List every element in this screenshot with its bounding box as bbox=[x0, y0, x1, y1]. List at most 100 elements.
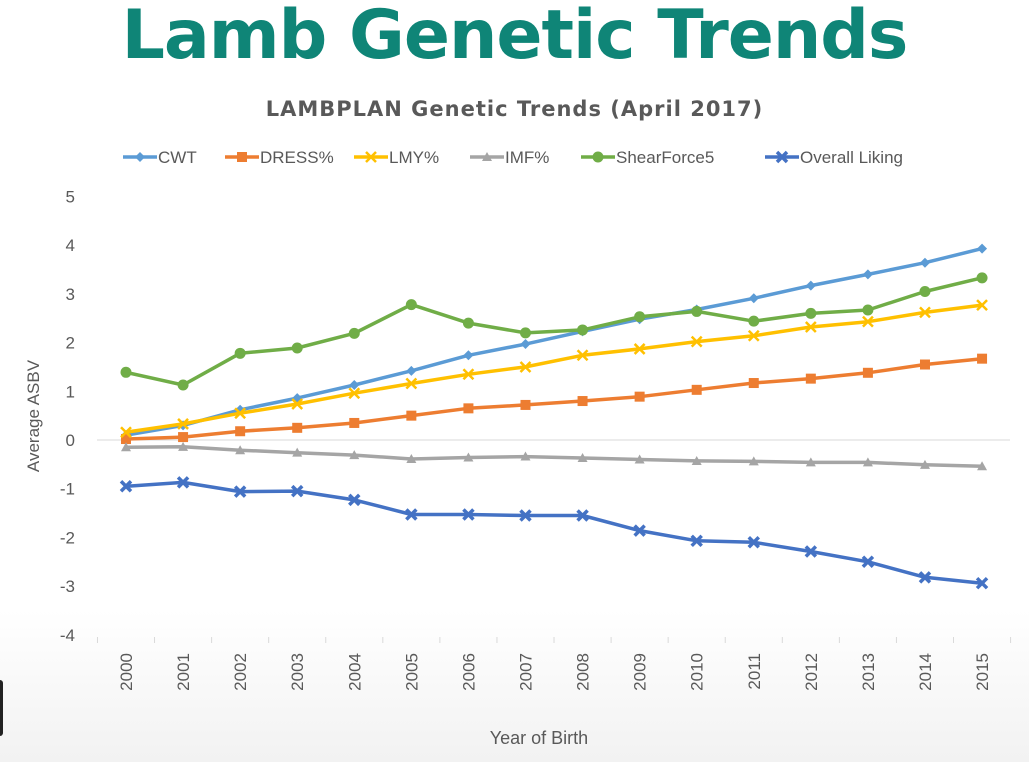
data-point bbox=[691, 455, 702, 465]
data-point bbox=[862, 315, 874, 328]
data-point bbox=[691, 384, 702, 395]
data-point bbox=[349, 450, 360, 460]
legend-label: CWT bbox=[158, 148, 197, 167]
legend-marker bbox=[775, 150, 789, 164]
series-line bbox=[125, 445, 983, 469]
x-tick-label: 2010 bbox=[688, 653, 707, 691]
data-point bbox=[634, 311, 646, 323]
data-point bbox=[405, 508, 418, 521]
series-imf- bbox=[121, 441, 988, 471]
data-point bbox=[748, 293, 759, 304]
data-point bbox=[747, 536, 761, 549]
data-point bbox=[349, 379, 360, 390]
legend-marker bbox=[365, 151, 377, 163]
x-tick-label: 2005 bbox=[402, 653, 421, 691]
data-point bbox=[691, 305, 703, 317]
series-line bbox=[125, 303, 983, 434]
data-point bbox=[176, 476, 190, 489]
legend-label: Overall Liking bbox=[800, 148, 903, 167]
data-point bbox=[463, 452, 474, 462]
data-point bbox=[747, 329, 760, 342]
x-tick-label: 2003 bbox=[288, 653, 307, 691]
data-point bbox=[977, 461, 988, 471]
data-point bbox=[348, 387, 361, 400]
legend-item: Overall Liking bbox=[765, 148, 903, 167]
data-point bbox=[292, 447, 303, 457]
legend-marker bbox=[482, 152, 492, 161]
chart-legend: CWT DRESS% LMY% IMF% ShearForce5 Overall Liki… bbox=[123, 148, 903, 167]
data-point bbox=[520, 399, 531, 410]
data-point bbox=[406, 410, 417, 421]
chart-axes: -4 -3 -2 -1 0 1 2 3 4 5 2000 2001 2002 2003 2004 2005 20… bbox=[60, 188, 1012, 691]
x-tick-label: 2002 bbox=[231, 653, 250, 691]
series-line bbox=[125, 480, 983, 585]
legend-item: IMF% bbox=[470, 148, 549, 167]
data-point bbox=[804, 545, 818, 558]
data-point bbox=[633, 524, 646, 537]
y-tick-label: 5 bbox=[66, 188, 75, 207]
data-point bbox=[976, 299, 988, 311]
data-point bbox=[520, 451, 531, 461]
data-point bbox=[862, 269, 873, 280]
data-point bbox=[405, 299, 417, 311]
x-tick-label: 2000 bbox=[117, 653, 136, 691]
data-point bbox=[577, 453, 588, 463]
data-point bbox=[748, 378, 759, 389]
y-tick-label: -3 bbox=[60, 577, 75, 596]
data-point bbox=[348, 327, 360, 339]
y-tick-label: 0 bbox=[66, 431, 75, 450]
data-point bbox=[976, 272, 988, 284]
legend-marker bbox=[592, 151, 604, 163]
plot-area bbox=[119, 243, 989, 590]
data-point bbox=[634, 454, 645, 464]
data-point bbox=[519, 327, 531, 339]
data-point bbox=[121, 434, 131, 445]
data-point bbox=[977, 243, 988, 254]
data-point bbox=[406, 453, 417, 463]
data-point bbox=[748, 315, 760, 327]
slide-title: Lamb Genetic Trends bbox=[121, 0, 909, 75]
y-axis-label: Average ASBV bbox=[24, 359, 43, 472]
data-point bbox=[177, 379, 189, 391]
window-edge-tab bbox=[0, 680, 3, 736]
data-point bbox=[805, 457, 816, 467]
x-tick-label: 2006 bbox=[459, 653, 478, 691]
y-tick-label: 2 bbox=[66, 334, 75, 353]
legend-item: ShearForce5 bbox=[581, 148, 714, 167]
data-point bbox=[292, 422, 303, 433]
data-point bbox=[406, 365, 417, 376]
series-lmy- bbox=[120, 299, 988, 439]
data-point bbox=[748, 456, 759, 466]
data-point bbox=[861, 555, 875, 568]
legend-label: ShearForce5 bbox=[616, 148, 714, 167]
x-tick-label: 2011 bbox=[745, 653, 764, 690]
data-point bbox=[234, 407, 247, 420]
data-point bbox=[804, 321, 817, 333]
x-tick-label: 2008 bbox=[574, 653, 593, 691]
data-point bbox=[805, 307, 817, 319]
data-point bbox=[234, 347, 246, 359]
data-point bbox=[348, 493, 361, 507]
data-point bbox=[120, 366, 132, 378]
data-point bbox=[919, 359, 930, 370]
data-point bbox=[862, 457, 873, 467]
data-point bbox=[633, 343, 646, 355]
data-point bbox=[291, 398, 304, 410]
legend-label: DRESS% bbox=[260, 148, 334, 167]
data-point bbox=[690, 534, 703, 548]
legend-marker bbox=[237, 152, 247, 162]
legend-item: CWT bbox=[123, 148, 197, 167]
chart-title: LAMBPLAN Genetic Trends (April 2017) bbox=[265, 97, 764, 121]
data-point bbox=[178, 432, 189, 443]
legend-label: LMY% bbox=[389, 148, 439, 167]
y-tick-label: 4 bbox=[66, 236, 75, 255]
data-point bbox=[119, 480, 133, 493]
data-point bbox=[520, 339, 531, 350]
data-point bbox=[862, 304, 874, 316]
data-point bbox=[919, 285, 931, 297]
data-point bbox=[177, 418, 189, 430]
data-point bbox=[805, 373, 816, 384]
data-point bbox=[634, 391, 645, 402]
y-tick-label: -2 bbox=[60, 528, 75, 547]
x-tick-label: 2007 bbox=[516, 653, 535, 691]
